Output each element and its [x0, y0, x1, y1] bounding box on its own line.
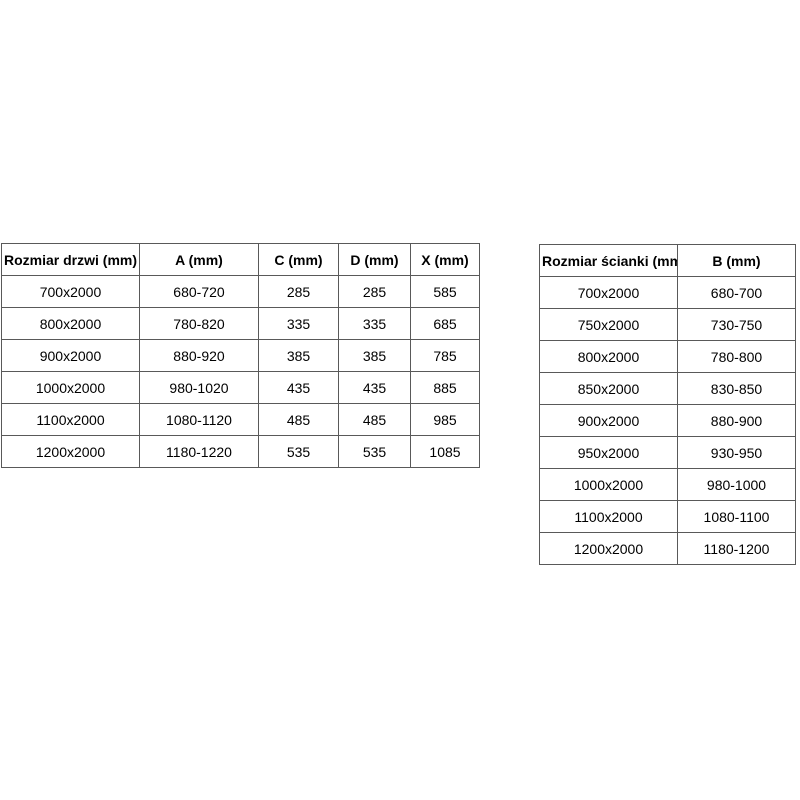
table-cell: 850x2000 — [539, 372, 678, 405]
table-cell: 880-920 — [139, 339, 259, 372]
table-cell: 285 — [258, 275, 339, 308]
column-header: B (mm) — [677, 244, 796, 277]
table-cell: 1180-1200 — [677, 532, 796, 565]
table-cell: 680-700 — [677, 276, 796, 309]
table-cell: 1080-1100 — [677, 500, 796, 533]
column-header: A (mm) — [139, 243, 259, 276]
table-cell: 950x2000 — [539, 436, 678, 469]
table-cell: 730-750 — [677, 308, 796, 341]
door-sizes-table-header: Rozmiar drzwi (mm) A (mm) C (mm) D (mm) X (m… — [1, 243, 480, 276]
table-cell: 780-800 — [677, 340, 796, 373]
table-cell: 335 — [258, 307, 339, 340]
table-cell: 435 — [258, 371, 339, 404]
table-row: 1100x2000 1080-1100 — [539, 500, 796, 533]
table-cell: 680-720 — [139, 275, 259, 308]
table-row: 900x2000 880-920 385 385 785 — [1, 339, 480, 372]
wall-sizes-table-body: 700x2000 680-700 750x2000 730-750 800x2000 78… — [539, 276, 796, 565]
table-row: 750x2000 730-750 — [539, 308, 796, 341]
table-cell: 1100x2000 — [1, 403, 140, 436]
table-cell: 685 — [410, 307, 480, 340]
table-cell: 485 — [338, 403, 411, 436]
wall-sizes-table: Rozmiar ścianki (mm) B (mm) 700x2000 680-7… — [539, 244, 796, 565]
table-cell: 700x2000 — [1, 275, 140, 308]
table-cell: 900x2000 — [539, 404, 678, 437]
table-row: 800x2000 780-800 — [539, 340, 796, 373]
column-header: X (mm) — [410, 243, 480, 276]
table-row: 850x2000 830-850 — [539, 372, 796, 405]
table-cell: 535 — [258, 435, 339, 468]
column-header: D (mm) — [338, 243, 411, 276]
table-cell: 880-900 — [677, 404, 796, 437]
table-cell: 1000x2000 — [539, 468, 678, 501]
table-cell: 750x2000 — [539, 308, 678, 341]
column-header: Rozmiar drzwi (mm) — [1, 243, 140, 276]
table-cell: 385 — [338, 339, 411, 372]
table-cell: 485 — [258, 403, 339, 436]
table-cell: 335 — [338, 307, 411, 340]
table-cell: 900x2000 — [1, 339, 140, 372]
table-cell: 980-1020 — [139, 371, 259, 404]
header-row: Rozmiar ścianki (mm) B (mm) — [539, 244, 796, 277]
table-cell: 435 — [338, 371, 411, 404]
table-row: 800x2000 780-820 335 335 685 — [1, 307, 480, 340]
table-cell: 1000x2000 — [1, 371, 140, 404]
table-row: 1000x2000 980-1020 435 435 885 — [1, 371, 480, 404]
table-row: 1000x2000 980-1000 — [539, 468, 796, 501]
header-row: Rozmiar drzwi (mm) A (mm) C (mm) D (mm) X (m… — [1, 243, 480, 276]
table-cell: 700x2000 — [539, 276, 678, 309]
table-cell: 780-820 — [139, 307, 259, 340]
table-cell: 785 — [410, 339, 480, 372]
table-row: 1100x2000 1080-1120 485 485 985 — [1, 403, 480, 436]
table-cell: 985 — [410, 403, 480, 436]
table-cell: 800x2000 — [539, 340, 678, 373]
table-row: 1200x2000 1180-1200 — [539, 532, 796, 565]
column-header: Rozmiar ścianki (mm) — [539, 244, 678, 277]
door-sizes-table-body: 700x2000 680-720 285 285 585 800x2000 780-820 3… — [1, 275, 480, 468]
column-header: C (mm) — [258, 243, 339, 276]
table-cell: 1200x2000 — [539, 532, 678, 565]
table-row: 700x2000 680-720 285 285 585 — [1, 275, 480, 308]
table-row: 950x2000 930-950 — [539, 436, 796, 469]
table-cell: 1085 — [410, 435, 480, 468]
table-cell: 385 — [258, 339, 339, 372]
table-row: 900x2000 880-900 — [539, 404, 796, 437]
table-cell: 830-850 — [677, 372, 796, 405]
wall-sizes-table-header: Rozmiar ścianki (mm) B (mm) — [539, 244, 796, 277]
table-cell: 930-950 — [677, 436, 796, 469]
table-cell: 535 — [338, 435, 411, 468]
table-cell: 1080-1120 — [139, 403, 259, 436]
table-cell: 585 — [410, 275, 480, 308]
door-sizes-table: Rozmiar drzwi (mm) A (mm) C (mm) D (mm) X (m… — [1, 243, 480, 468]
table-cell: 1200x2000 — [1, 435, 140, 468]
table-cell: 1100x2000 — [539, 500, 678, 533]
table-cell: 885 — [410, 371, 480, 404]
table-cell: 285 — [338, 275, 411, 308]
table-cell: 1180-1220 — [139, 435, 259, 468]
table-row: 1200x2000 1180-1220 535 535 1085 — [1, 435, 480, 468]
table-cell: 800x2000 — [1, 307, 140, 340]
table-row: 700x2000 680-700 — [539, 276, 796, 309]
table-cell: 980-1000 — [677, 468, 796, 501]
